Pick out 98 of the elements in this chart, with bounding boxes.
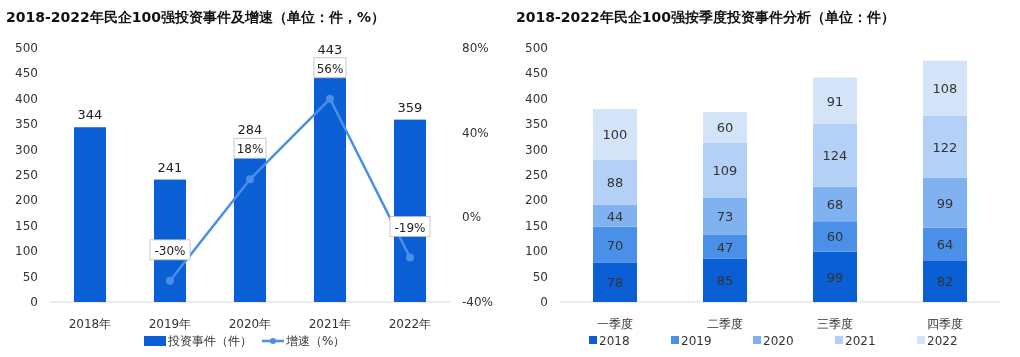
data-label: 44 — [606, 208, 624, 224]
point — [246, 175, 254, 184]
data-label: 18% — [236, 142, 264, 157]
legend-label: 增速（%） — [285, 334, 346, 348]
y-tick-label: 500 — [15, 41, 38, 55]
y-tick-label: 50 — [532, 269, 548, 284]
y-tick-label: 100 — [525, 244, 548, 259]
bar — [593, 204, 637, 227]
y-tick-label: 200 — [525, 193, 548, 208]
y2-tick-label: 40% — [462, 125, 489, 140]
bar — [703, 112, 747, 143]
y-tick-label: 250 — [15, 168, 38, 182]
data-label: 70 — [606, 237, 624, 253]
bar — [923, 227, 967, 261]
data-label: 60 — [716, 120, 734, 136]
y-tick-label: 450 — [525, 66, 548, 81]
x-tick-label: 四季度 — [927, 317, 963, 331]
data-label: 64 — [936, 237, 954, 253]
bar — [923, 260, 967, 302]
y-tick-label: 0 — [540, 295, 548, 309]
y-tick-label: 300 — [15, 142, 38, 157]
y-tick-label: 300 — [525, 142, 548, 157]
data-label: 124 — [822, 148, 848, 164]
bar — [813, 186, 857, 222]
data-label: 108 — [932, 81, 958, 97]
data-label: -19% — [394, 220, 426, 235]
x-tick-label: 2022年 — [388, 317, 432, 331]
y-tick-label: 400 — [15, 91, 38, 106]
data-label: 88 — [606, 175, 624, 191]
data-label: -30% — [154, 243, 186, 258]
x-tick-label: 三季度 — [817, 317, 853, 331]
y-tick-label: 500 — [525, 41, 548, 55]
y2-tick-label: 0% — [462, 210, 482, 225]
data-label: 359 — [397, 99, 423, 115]
data-label: 56% — [316, 61, 344, 76]
data-label: 60 — [826, 229, 844, 245]
bar — [593, 159, 637, 205]
legend-label: 2020 — [763, 334, 794, 348]
y2-tick-label: -40% — [462, 295, 494, 309]
data-label: 100 — [602, 127, 628, 143]
data-label: 85 — [716, 273, 734, 289]
bar — [813, 251, 857, 302]
chart-title: 2018-2022年民企100强投资事件及增速（单位：件，%） — [6, 9, 385, 25]
legend-label: 2018 — [599, 334, 630, 348]
x-tick-label: 2021年 — [308, 317, 352, 331]
data-label: 82 — [936, 274, 954, 290]
x-tick-label: 2018年 — [68, 317, 112, 331]
y-tick-label: 400 — [525, 91, 548, 106]
bar — [813, 221, 857, 252]
bar — [813, 77, 857, 124]
y-tick-label: 350 — [15, 117, 38, 132]
data-label: 443 — [317, 41, 343, 57]
data-label: 78 — [606, 275, 624, 291]
x-tick-label: 二季度 — [707, 317, 743, 331]
data-label: 344 — [77, 107, 103, 123]
point — [406, 253, 414, 262]
data-label: 99 — [826, 269, 844, 285]
point — [326, 94, 334, 103]
chart-title: 2018-2022年民企100强按季度投资事件分析（单位：件） — [516, 9, 895, 25]
data-label: 47 — [716, 239, 734, 255]
legend-label: 2019 — [681, 334, 712, 348]
y2-tick-label: 80% — [462, 41, 489, 55]
bar — [923, 60, 967, 116]
bar — [593, 262, 637, 302]
x-tick-label: 2019年 — [148, 317, 192, 331]
legend-label: 2022 — [927, 334, 958, 348]
y-tick-label: 0 — [30, 295, 38, 309]
point — [166, 276, 174, 285]
legend-label: 2021 — [845, 334, 876, 348]
bar — [74, 127, 106, 302]
data-label: 122 — [932, 139, 958, 155]
bar — [593, 226, 637, 263]
data-label: 284 — [237, 122, 263, 138]
bar — [703, 142, 747, 198]
y-tick-label: 150 — [525, 218, 548, 233]
bar — [593, 108, 637, 160]
y-tick-label: 350 — [525, 117, 548, 132]
data-label: 241 — [157, 159, 183, 175]
y-tick-label: 450 — [15, 66, 38, 81]
bar — [813, 123, 857, 187]
bar — [703, 197, 747, 235]
bar — [703, 234, 747, 259]
data-label: 109 — [712, 163, 738, 179]
y-tick-label: 200 — [15, 193, 38, 208]
data-label: 91 — [826, 93, 844, 109]
y-tick-label: 50 — [22, 269, 38, 284]
y-tick-label: 250 — [525, 168, 548, 182]
bar — [703, 258, 747, 302]
y-tick-label: 100 — [15, 244, 38, 259]
bar — [923, 115, 967, 178]
data-label: 99 — [936, 195, 954, 211]
legend-label: 投资事件（件） — [167, 334, 252, 348]
bar — [923, 177, 967, 228]
x-tick-label: 2020年 — [228, 317, 272, 331]
data-label: 73 — [716, 209, 734, 225]
y-tick-label: 150 — [15, 218, 38, 233]
x-tick-label: 一季度 — [597, 317, 633, 331]
data-label: 68 — [826, 196, 844, 212]
